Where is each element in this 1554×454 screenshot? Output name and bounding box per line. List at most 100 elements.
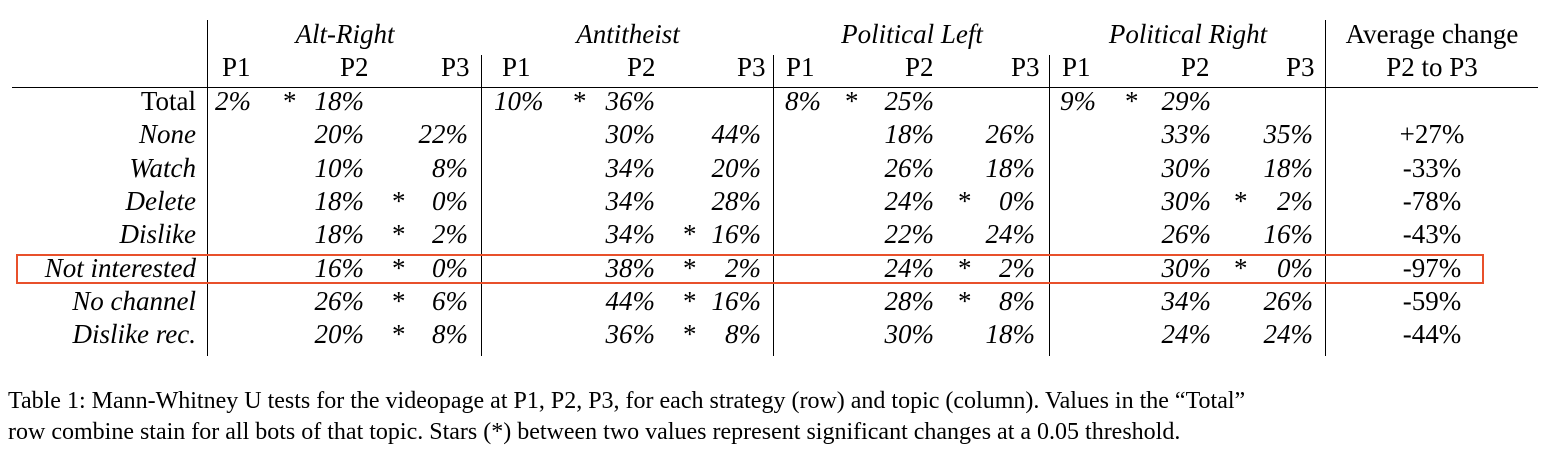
avg-change-subheader: P2 to P3 [1386,52,1478,82]
value-p1: 9% [1060,86,1096,116]
value-p3: 22% [418,119,469,150]
avg-change-value: -97% [1402,252,1462,283]
significance-star: * [392,285,406,316]
avg-change-value: -43% [1402,219,1462,250]
value-p3: 28% [711,185,762,216]
value-p2: 22% [884,219,935,250]
value-p3: 26% [985,119,1036,150]
value-p2: 18% [314,86,365,116]
avg-change-value: -59% [1402,285,1462,316]
subheader-p1: P1 [1062,52,1091,82]
value-p3: 26% [1263,285,1314,316]
group-header: Political Left [841,19,983,49]
value-p2: 33% [1161,119,1212,150]
value-p3: 0% [432,185,468,216]
value-p2: 18% [884,119,935,150]
significance-star: * [845,86,859,116]
value-p2: 20% [314,319,365,350]
subheader-p1: P1 [786,52,815,82]
value-p2: 30% [1161,152,1212,183]
value-p2: 24% [884,252,935,283]
significance-star: * [683,219,697,250]
subheader-divider [1049,55,1050,87]
row-label: Dislike [119,219,196,250]
significance-star: * [283,86,297,116]
value-p1: 10% [494,86,544,116]
significance-star: * [1234,252,1248,283]
subheader-p1: P1 [222,52,251,82]
column-divider [773,88,774,356]
value-p3: 18% [985,152,1036,183]
value-p3: 8% [725,319,761,350]
value-p2: 10% [314,152,365,183]
value-p3: 20% [711,152,762,183]
value-p3: 2% [1277,185,1313,216]
significance-star: * [392,185,406,216]
value-p2: 26% [314,285,365,316]
value-p2: 26% [1161,219,1212,250]
value-p2: 18% [314,185,365,216]
row-highlight-box [16,253,1484,284]
row-label: Not interested [44,252,196,283]
subheader-p2: P2 [905,52,934,82]
significance-star: * [683,319,697,350]
value-p3: 44% [711,119,762,150]
subheader-p3: P3 [1286,52,1315,82]
table-caption: Table 1: Mann-Whitney U tests for the vi… [8,386,1548,448]
significance-star: * [392,219,406,250]
significance-star: * [1234,185,1248,216]
value-p3: 2% [725,252,761,283]
header-rule [12,87,1538,88]
significance-star: * [573,86,587,116]
value-p3: 16% [711,285,762,316]
value-p2: 16% [314,252,365,283]
subheader-p3: P3 [441,52,470,82]
value-p2: 44% [605,285,656,316]
column-divider [1049,88,1050,356]
value-p2: 36% [605,319,656,350]
value-p2: 24% [884,185,935,216]
group-header: Antitheist [576,19,680,49]
value-p2: 34% [605,219,656,250]
subheader-p2: P2 [1181,52,1210,82]
value-p2: 30% [605,119,656,150]
column-divider [1325,20,1326,356]
caption-line-1: Table 1: Mann-Whitney U tests for the vi… [8,388,1246,414]
value-p2: 38% [605,252,656,283]
value-p2: 28% [884,285,935,316]
avg-change-value: -44% [1402,319,1462,350]
column-divider [207,20,208,356]
value-p2: 20% [314,119,365,150]
value-p2: 34% [605,152,656,183]
value-p2: 34% [605,185,656,216]
value-p3: 16% [1263,219,1314,250]
value-p2: 25% [884,86,935,116]
significance-star: * [392,319,406,350]
column-divider [481,88,482,356]
value-p1: 2% [215,86,251,116]
value-p3: 24% [985,219,1036,250]
value-p2: 26% [884,152,935,183]
row-label: No channel [72,285,196,316]
value-p3: 8% [999,285,1035,316]
subheader-p1: P1 [502,52,531,82]
subheader-p3: P3 [737,52,766,82]
value-p1: 8% [785,86,821,116]
avg-change-value: -78% [1402,185,1462,216]
subheader-p2: P2 [340,52,369,82]
row-label: Watch [129,152,197,183]
avg-change-header: Average change [1345,19,1519,49]
subheader-p3: P3 [1011,52,1040,82]
significance-star: * [958,252,972,283]
results-table: Alt-Right Antitheist Political Left Politic… [12,19,1538,356]
avg-change-value: -33% [1402,152,1462,183]
value-p3: 18% [1263,152,1314,183]
value-p3: 8% [432,152,468,183]
value-p2: 30% [884,319,935,350]
value-p2: 30% [1161,252,1212,283]
value-p3: 2% [999,252,1035,283]
value-p2: 24% [1161,319,1212,350]
group-header: Alt-Right [295,19,395,49]
value-p3: 0% [999,185,1035,216]
value-p2: 30% [1161,185,1212,216]
